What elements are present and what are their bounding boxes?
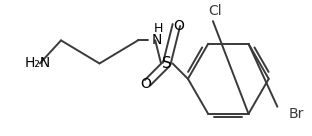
Text: Br: Br: [289, 107, 304, 121]
Text: H₂N: H₂N: [24, 56, 51, 70]
Text: O: O: [140, 77, 151, 91]
Text: N: N: [151, 33, 162, 47]
Text: Cl: Cl: [208, 4, 222, 18]
Text: O: O: [173, 19, 184, 33]
Text: H: H: [154, 22, 163, 35]
Text: S: S: [162, 56, 172, 71]
